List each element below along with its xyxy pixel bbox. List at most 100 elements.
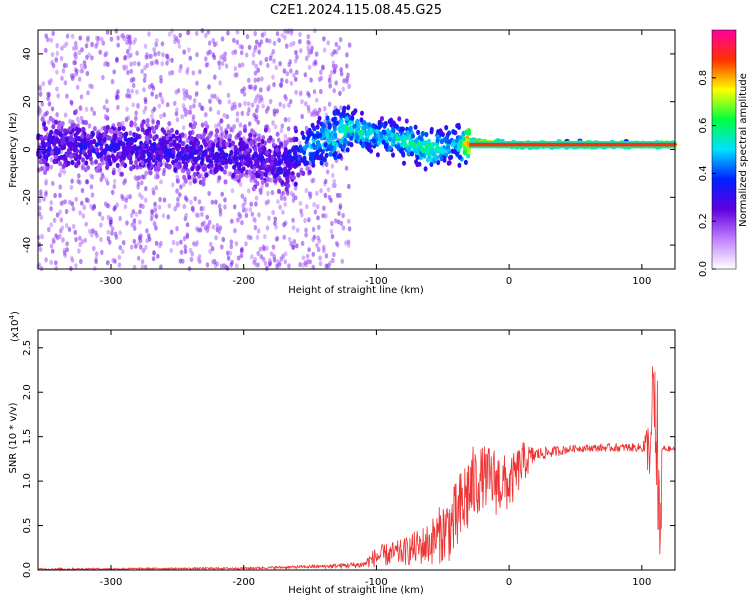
band-cell: [209, 162, 214, 168]
noise-cell: [261, 103, 265, 109]
band-cell: [419, 136, 424, 142]
band-cell: [285, 176, 290, 182]
noise-cell: [98, 211, 102, 217]
noise-cell: [271, 244, 276, 250]
noise-cell: [267, 84, 271, 90]
noise-cell: [173, 38, 177, 45]
band-cell: [38, 159, 43, 165]
band-cell: [275, 131, 280, 137]
noise-cell: [130, 88, 134, 94]
band-cell: [231, 140, 235, 146]
band-cell: [109, 128, 114, 134]
band-cell: [141, 119, 146, 125]
band-cell: [165, 135, 170, 141]
band-cell: [391, 152, 395, 158]
noise-cell: [327, 101, 332, 107]
noise-cell: [116, 104, 120, 110]
band-cell: [250, 128, 254, 134]
noise-cell: [282, 103, 286, 109]
noise-cell: [321, 64, 325, 70]
band-cell: [243, 127, 247, 133]
band-cell: [205, 155, 210, 161]
noise-cell: [285, 29, 290, 35]
band-cell: [425, 157, 430, 163]
band-cell: [360, 110, 364, 116]
band-cell: [164, 163, 169, 169]
noise-cell: [106, 214, 111, 221]
noise-cell: [338, 37, 343, 43]
noise-cell: [151, 85, 156, 91]
band-cell: [218, 142, 223, 148]
band-cell: [105, 164, 110, 170]
band-cell: [145, 122, 150, 128]
band-cell: [140, 127, 145, 133]
band-cell: [464, 130, 469, 136]
noise-cell: [334, 80, 339, 86]
noise-cell: [65, 247, 69, 253]
noise-cell: [307, 92, 311, 98]
noise-cell: [289, 68, 293, 74]
noise-cell: [278, 204, 282, 210]
noise-cell: [131, 209, 136, 215]
band-cell: [423, 166, 428, 172]
band-cell: [391, 138, 396, 144]
band-cell: [155, 143, 160, 149]
band-cell: [358, 129, 363, 136]
noise-cell: [273, 124, 278, 130]
noise-cell: [49, 259, 53, 265]
band-cell: [434, 156, 439, 162]
noise-cell: [183, 244, 188, 250]
noise-cell: [162, 112, 166, 118]
noise-cell: [324, 213, 328, 219]
noise-cell: [204, 62, 209, 68]
noise-cell: [291, 217, 295, 223]
noise-cell: [58, 209, 62, 215]
band-cell: [175, 135, 179, 141]
noise-cell: [277, 37, 281, 43]
noise-cell: [158, 196, 162, 203]
band-cell: [60, 145, 65, 151]
noise-cell: [178, 192, 182, 198]
band-cell: [70, 137, 75, 143]
band-cell: [348, 128, 353, 134]
band-cell: [152, 128, 156, 135]
band-cell: [294, 136, 299, 142]
noise-cell: [261, 244, 266, 250]
noise-cell: [220, 244, 224, 250]
band-cell: [458, 154, 463, 160]
noise-cell: [326, 187, 331, 193]
noise-cell: [322, 36, 326, 42]
noise-cell: [243, 200, 247, 206]
noise-cell: [251, 52, 256, 58]
band-cell: [451, 129, 456, 135]
noise-cell: [106, 236, 111, 242]
band-cell: [238, 146, 243, 152]
band-cell: [136, 156, 141, 162]
band-cell: [248, 132, 253, 138]
noise-cell: [295, 227, 300, 233]
band-cell: [435, 137, 440, 143]
band-cell: [251, 186, 256, 192]
noise-cell: [64, 41, 69, 47]
snr-scale-suffix: ): [10, 311, 21, 315]
noise-cell: [100, 249, 104, 255]
band-cell: [140, 152, 145, 158]
noise-cell: [198, 69, 202, 75]
noise-cell: [83, 237, 88, 243]
noise-cell: [271, 209, 275, 215]
noise-cell: [141, 203, 145, 210]
noise-cell: [186, 29, 191, 36]
band-cell: [346, 105, 351, 111]
noise-cell: [76, 116, 80, 122]
noise-cell: [233, 65, 238, 72]
noise-cell: [140, 259, 145, 265]
noise-cell: [123, 54, 128, 61]
noise-cell: [338, 204, 343, 211]
band-cell: [165, 157, 170, 163]
noise-cell: [94, 251, 99, 257]
noise-cell: [182, 95, 187, 101]
noise-cell: [101, 174, 105, 180]
noise-cell: [212, 54, 217, 61]
noise-cell: [92, 245, 96, 252]
band-cell: [321, 132, 326, 138]
